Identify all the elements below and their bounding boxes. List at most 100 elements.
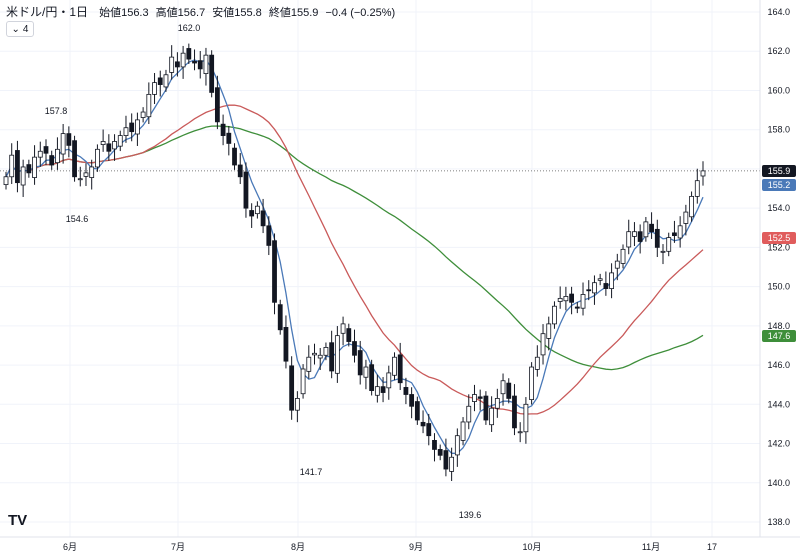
chart-header: 米ドル/円・1日 始値156.3 高値156.7 安値155.8 終値155.9…: [6, 3, 399, 20]
candle: [55, 137, 60, 170]
candle: [426, 413, 432, 446]
price-axis: 164.0162.0160.0158.0156.0154.0152.0150.0…: [759, 0, 790, 537]
price-label: 155.2: [762, 179, 796, 191]
tradingview-logo[interactable]: TV: [8, 512, 28, 529]
candle: [289, 356, 295, 420]
indicator-toggle[interactable]: ⌄ 4: [6, 21, 34, 37]
candle: [392, 352, 397, 381]
candle: [614, 253, 620, 281]
candle: [100, 129, 106, 152]
candle: [180, 45, 186, 79]
candle: [529, 362, 535, 405]
candle: [72, 135, 77, 182]
candle: [512, 384, 517, 436]
candles: [3, 43, 706, 482]
candle: [534, 345, 540, 377]
candle: [500, 373, 506, 406]
candle: [609, 263, 614, 299]
time-axis: 6月 7月 8月 9月 10月 11月 17: [0, 536, 800, 552]
candle: [369, 359, 375, 396]
candle: [563, 286, 569, 311]
candle: [254, 201, 260, 219]
candle: [197, 51, 203, 79]
candle: [89, 159, 95, 190]
candle: [300, 364, 306, 399]
candle: [597, 273, 603, 286]
candle: [420, 410, 426, 434]
candle: [26, 159, 32, 178]
y-tick-label: 146.0: [767, 360, 790, 370]
candle: [672, 220, 677, 243]
change-value: −0.4 (−0.25%): [325, 7, 396, 19]
candle: [329, 330, 335, 379]
candle: [209, 50, 215, 98]
y-tick-label: 162.0: [767, 46, 790, 56]
candle: [214, 75, 220, 130]
x-tick-label: 6月: [63, 542, 77, 552]
candle: [174, 52, 180, 77]
x-tick-label: 7月: [171, 542, 185, 552]
candle: [574, 302, 580, 314]
y-tick-label: 154.0: [767, 203, 790, 213]
y-tick-label: 142.0: [767, 439, 790, 449]
candle: [346, 323, 352, 347]
candle: [169, 45, 175, 80]
candle: [620, 244, 626, 269]
candle: [232, 143, 237, 170]
candle: [632, 222, 637, 247]
y-tick-label: 158.0: [767, 125, 790, 135]
candle: [649, 212, 654, 239]
candle: [432, 433, 437, 462]
y-tick-label: 138.0: [767, 517, 790, 527]
candle: [323, 342, 329, 361]
price-label: 147.6: [762, 330, 796, 342]
candle: [477, 389, 483, 411]
candle: [569, 286, 574, 315]
candle: [374, 374, 380, 403]
price-label: 152.5: [762, 232, 796, 244]
candle: [20, 159, 26, 197]
candle: [357, 340, 363, 385]
candle: [677, 216, 683, 248]
candle: [66, 126, 72, 158]
price-annotation: 162.0: [178, 23, 201, 33]
candle: [466, 394, 472, 430]
candle: [277, 299, 283, 335]
candle: [294, 391, 300, 423]
high-value: 高値156.7: [155, 7, 206, 19]
low-value: 安値155.8: [212, 7, 262, 19]
candle: [660, 244, 666, 265]
candle: [654, 219, 660, 257]
candle: [460, 417, 466, 446]
candle: [414, 396, 420, 425]
candle: [380, 377, 386, 403]
candle: [352, 329, 357, 363]
x-tick-label: 10月: [522, 542, 541, 552]
candle: [483, 391, 489, 425]
candle: [260, 198, 266, 234]
fast-moving-average: [5, 59, 704, 454]
candle: [283, 315, 289, 369]
candle: [666, 232, 672, 257]
candle: [397, 342, 403, 390]
candle: [523, 397, 529, 444]
mid-ma-line: [5, 104, 704, 415]
candle: [586, 280, 592, 301]
candle: [494, 388, 500, 418]
candle: [443, 438, 449, 477]
candle: [546, 316, 552, 351]
candle: [123, 115, 129, 143]
y-tick-label: 140.0: [767, 478, 790, 488]
candle: [152, 73, 157, 104]
chart-grid: [0, 0, 760, 537]
candle: [603, 271, 609, 296]
candle: [306, 345, 312, 379]
candle: [157, 70, 163, 97]
open-value: 始値156.3: [99, 7, 149, 19]
candle: [186, 43, 192, 64]
candle: [312, 343, 317, 365]
symbol-label[interactable]: 米ドル/円・1日: [6, 5, 89, 19]
price-annotation: 139.6: [459, 510, 482, 520]
candle: [106, 134, 112, 161]
